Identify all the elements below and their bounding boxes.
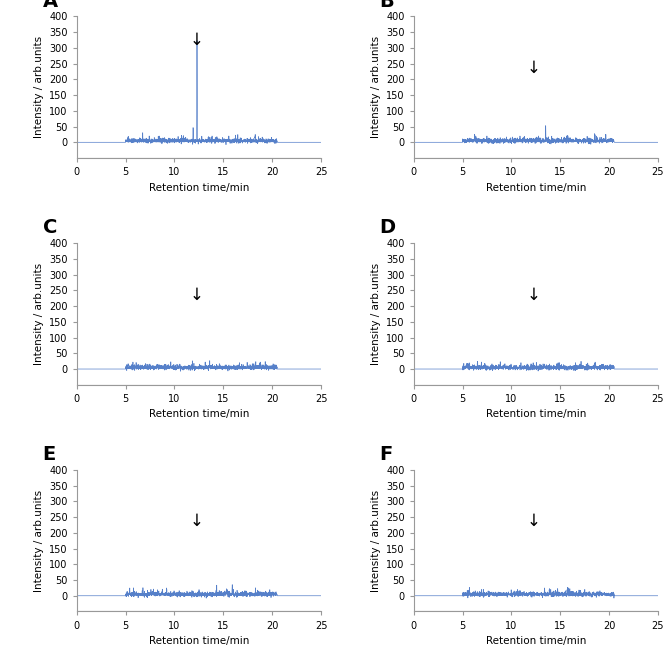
X-axis label: Retention time/min: Retention time/min: [149, 409, 249, 419]
Text: A: A: [43, 0, 57, 10]
Text: ↓: ↓: [190, 286, 204, 303]
X-axis label: Retention time/min: Retention time/min: [149, 182, 249, 193]
Text: F: F: [379, 445, 393, 464]
Text: ↓: ↓: [527, 286, 541, 303]
Y-axis label: Intensity / arb.units: Intensity / arb.units: [371, 490, 381, 592]
X-axis label: Retention time/min: Retention time/min: [149, 636, 249, 646]
Text: ↓: ↓: [190, 31, 204, 48]
Text: E: E: [43, 445, 56, 464]
X-axis label: Retention time/min: Retention time/min: [486, 636, 586, 646]
Text: ↓: ↓: [190, 512, 204, 530]
Text: D: D: [379, 218, 395, 237]
Text: ↓: ↓: [527, 512, 541, 530]
Y-axis label: Intensity / arb.units: Intensity / arb.units: [33, 490, 43, 592]
X-axis label: Retention time/min: Retention time/min: [486, 409, 586, 419]
Y-axis label: Intensity / arb.units: Intensity / arb.units: [33, 263, 43, 365]
Y-axis label: Intensity / arb.units: Intensity / arb.units: [371, 36, 381, 138]
Y-axis label: Intensity / arb.units: Intensity / arb.units: [33, 36, 43, 138]
Text: C: C: [43, 218, 57, 237]
Text: ↓: ↓: [527, 59, 541, 77]
Y-axis label: Intensity / arb.units: Intensity / arb.units: [371, 263, 381, 365]
X-axis label: Retention time/min: Retention time/min: [486, 182, 586, 193]
Text: B: B: [379, 0, 394, 10]
